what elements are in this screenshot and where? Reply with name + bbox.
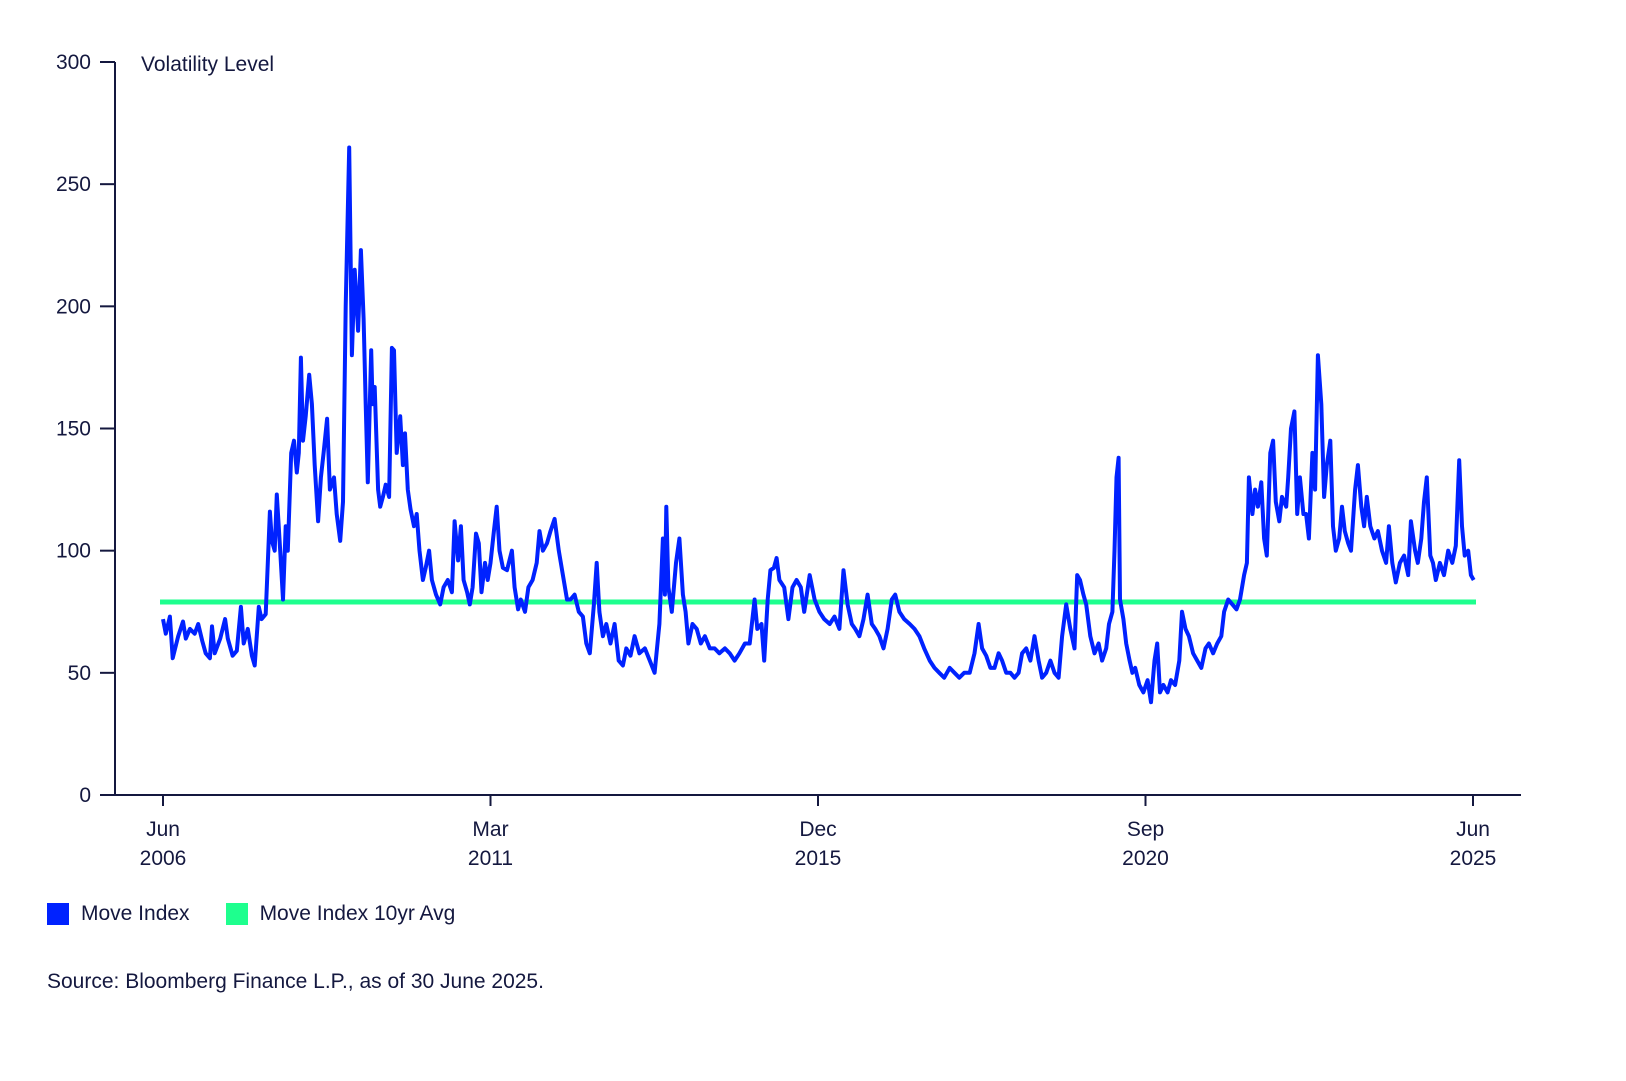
x-tick-month: Mar bbox=[472, 818, 508, 841]
legend: Move Index Move Index 10yr Avg bbox=[47, 902, 491, 926]
legend-label: Move Index bbox=[81, 902, 190, 925]
y-tick-label: 0 bbox=[79, 784, 91, 807]
x-tick-year: 2015 bbox=[795, 847, 842, 870]
y-tick-label: 200 bbox=[56, 295, 91, 318]
series-group bbox=[160, 145, 1476, 705]
legend-item-10yr-avg: Move Index 10yr Avg bbox=[225, 902, 456, 926]
y-tick-label: 50 bbox=[68, 662, 91, 685]
x-tick-year: 2025 bbox=[1450, 847, 1497, 870]
x-ticks: Jun 2006 Mar 2011 Dec 2015 Sep 2020 Jun 2025 bbox=[140, 795, 1497, 870]
x-tick-year: 2011 bbox=[468, 847, 513, 870]
y-axis-label: Volatility Level bbox=[141, 53, 274, 76]
legend-label: Move Index 10yr Avg bbox=[259, 902, 456, 925]
series-line-move-index bbox=[161, 145, 1476, 705]
x-tick-month: Dec bbox=[799, 818, 836, 841]
y-tick-label: 150 bbox=[56, 418, 91, 441]
source-note: Source: Bloomberg Finance L.P., as of 30… bbox=[47, 970, 544, 993]
legend-item-move-index: Move Index bbox=[47, 902, 190, 926]
legend-swatch-move-index bbox=[47, 903, 69, 925]
x-tick-month: Sep bbox=[1127, 818, 1164, 841]
y-tick-label: 300 bbox=[56, 51, 91, 74]
y-tick-label: 250 bbox=[56, 173, 91, 196]
y-tick-label: 100 bbox=[56, 540, 91, 563]
x-tick-year: 2006 bbox=[140, 847, 187, 870]
legend-swatch-10yr-avg bbox=[225, 903, 248, 925]
x-tick-month: Jun bbox=[1456, 818, 1490, 841]
x-tick-month: Jun bbox=[146, 818, 180, 841]
x-tick-year: 2020 bbox=[1122, 847, 1169, 870]
y-ticks: 0 50 100 150 200 250 300 bbox=[56, 51, 115, 807]
